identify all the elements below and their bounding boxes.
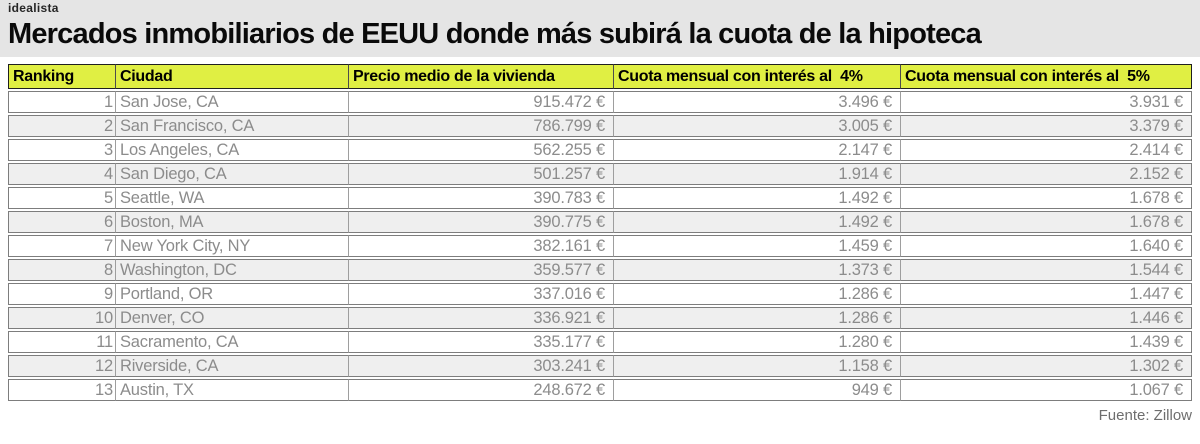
table-body: 1 San Jose, CA 915.472 €3.496 €3.931 €2 San…	[8, 91, 1192, 401]
table-cell: 1.640 €	[900, 235, 1192, 257]
table-cell: 6	[8, 211, 115, 233]
column-header-0: Ranking	[8, 64, 115, 89]
table-cell: 4	[8, 163, 115, 185]
table-row: 11 Sacramento, CA 335.177 €1.280 €1.439 €	[8, 331, 1192, 353]
table-row: 6 Boston, MA 390.775 €1.492 €1.678 €	[8, 211, 1192, 233]
table-cell: 5	[8, 187, 115, 209]
table-cell: Seattle, WA	[115, 187, 348, 209]
table-cell: 1.439 €	[900, 331, 1192, 353]
table-cell: San Diego, CA	[115, 163, 348, 185]
table-row: 8 Washington, DC 359.577 €1.373 €1.544 €	[8, 259, 1192, 281]
table-cell: 3	[8, 139, 115, 161]
table-row: 12 Riverside, CA 303.241 €1.158 €1.302 €	[8, 355, 1192, 377]
table-cell: 1.286 €	[613, 283, 900, 305]
table-cell: 1.158 €	[613, 355, 900, 377]
table-cell: Los Angeles, CA	[115, 139, 348, 161]
table-row: 3 Los Angeles, CA 562.255 €2.147 €2.414 €	[8, 139, 1192, 161]
table-cell: 786.799 €	[348, 115, 613, 137]
table-cell: 1.914 €	[613, 163, 900, 185]
table-row: 1 San Jose, CA 915.472 €3.496 €3.931 €	[8, 91, 1192, 113]
column-header-2: Precio medio de la vivienda	[348, 64, 613, 89]
table-row: 2 San Francisco, CA 786.799 €3.005 €3.379 …	[8, 115, 1192, 137]
table-cell: 1.302 €	[900, 355, 1192, 377]
table-cell: 949 €	[613, 379, 900, 401]
table-cell: 2	[8, 115, 115, 137]
table-cell: 337.016 €	[348, 283, 613, 305]
table-cell: 382.161 €	[348, 235, 613, 257]
table-cell: 562.255 €	[348, 139, 613, 161]
table-cell: Boston, MA	[115, 211, 348, 233]
table-cell: New York City, NY	[115, 235, 348, 257]
column-header-4: Cuota mensual con interés al 5%	[900, 64, 1192, 89]
header-band: idealista Mercados inmobiliarios de EEUU…	[0, 0, 1200, 57]
table-cell: 1.678 €	[900, 211, 1192, 233]
table-row: 9 Portland, OR 337.016 €1.286 €1.447 €	[8, 283, 1192, 305]
table-cell: 335.177 €	[348, 331, 613, 353]
table-cell: 9	[8, 283, 115, 305]
table-cell: 1.280 €	[613, 331, 900, 353]
table-cell: 8	[8, 259, 115, 281]
data-table: Ranking Ciudad Precio medio de la vivienda…	[8, 62, 1192, 403]
table-cell: San Jose, CA	[115, 91, 348, 113]
table-cell: 2.147 €	[613, 139, 900, 161]
table-cell: 1.492 €	[613, 211, 900, 233]
table-cell: 3.005 €	[613, 115, 900, 137]
table-cell: 1.459 €	[613, 235, 900, 257]
table-cell: 3.379 €	[900, 115, 1192, 137]
table-cell: 915.472 €	[348, 91, 613, 113]
table-cell: 390.783 €	[348, 187, 613, 209]
table-cell: 359.577 €	[348, 259, 613, 281]
table-header-row: Ranking Ciudad Precio medio de la vivienda…	[8, 64, 1192, 89]
table-cell: 501.257 €	[348, 163, 613, 185]
table-cell: 1.286 €	[613, 307, 900, 329]
table-cell: 1.373 €	[613, 259, 900, 281]
table-cell: Denver, CO	[115, 307, 348, 329]
table-row: 13 Austin, TX 248.672 €949 €1.067 €	[8, 379, 1192, 401]
table-row: 10 Denver, CO 336.921 €1.286 €1.446 €	[8, 307, 1192, 329]
table-row: 5 Seattle, WA 390.783 €1.492 €1.678 €	[8, 187, 1192, 209]
table-cell: Riverside, CA	[115, 355, 348, 377]
table-cell: 303.241 €	[348, 355, 613, 377]
idealista-logo: idealista	[8, 1, 59, 15]
table-row-header: Ranking Ciudad Precio medio de la vivienda…	[8, 64, 1192, 89]
table-cell: 390.775 €	[348, 211, 613, 233]
table-cell: San Francisco, CA	[115, 115, 348, 137]
source-label: Fuente: Zillow	[1098, 407, 1192, 424]
table-cell: Austin, TX	[115, 379, 348, 401]
page-title: Mercados inmobiliarios de EEUU donde más…	[8, 18, 982, 50]
table-cell: 10	[8, 307, 115, 329]
table-cell: 7	[8, 235, 115, 257]
table-cell: 3.931 €	[900, 91, 1192, 113]
table-cell: 1.678 €	[900, 187, 1192, 209]
table-cell: Washington, DC	[115, 259, 348, 281]
table-cell: 11	[8, 331, 115, 353]
table-cell: 1.067 €	[900, 379, 1192, 401]
table-row: 4 San Diego, CA 501.257 €1.914 €2.152 €	[8, 163, 1192, 185]
table-cell: 248.672 €	[348, 379, 613, 401]
table-cell: 1.544 €	[900, 259, 1192, 281]
table-cell: 1	[8, 91, 115, 113]
table-cell: 13	[8, 379, 115, 401]
column-header-3: Cuota mensual con interés al 4%	[613, 64, 900, 89]
table-cell: 12	[8, 355, 115, 377]
table-cell: 3.496 €	[613, 91, 900, 113]
table-cell: 2.414 €	[900, 139, 1192, 161]
column-header-1: Ciudad	[115, 64, 348, 89]
table-cell: Portland, OR	[115, 283, 348, 305]
table-row: 7 New York City, NY 382.161 €1.459 €1.640 …	[8, 235, 1192, 257]
table-cell: 1.492 €	[613, 187, 900, 209]
table-cell: Sacramento, CA	[115, 331, 348, 353]
table-cell: 1.446 €	[900, 307, 1192, 329]
table-cell: 336.921 €	[348, 307, 613, 329]
table-cell: 1.447 €	[900, 283, 1192, 305]
table-cell: 2.152 €	[900, 163, 1192, 185]
